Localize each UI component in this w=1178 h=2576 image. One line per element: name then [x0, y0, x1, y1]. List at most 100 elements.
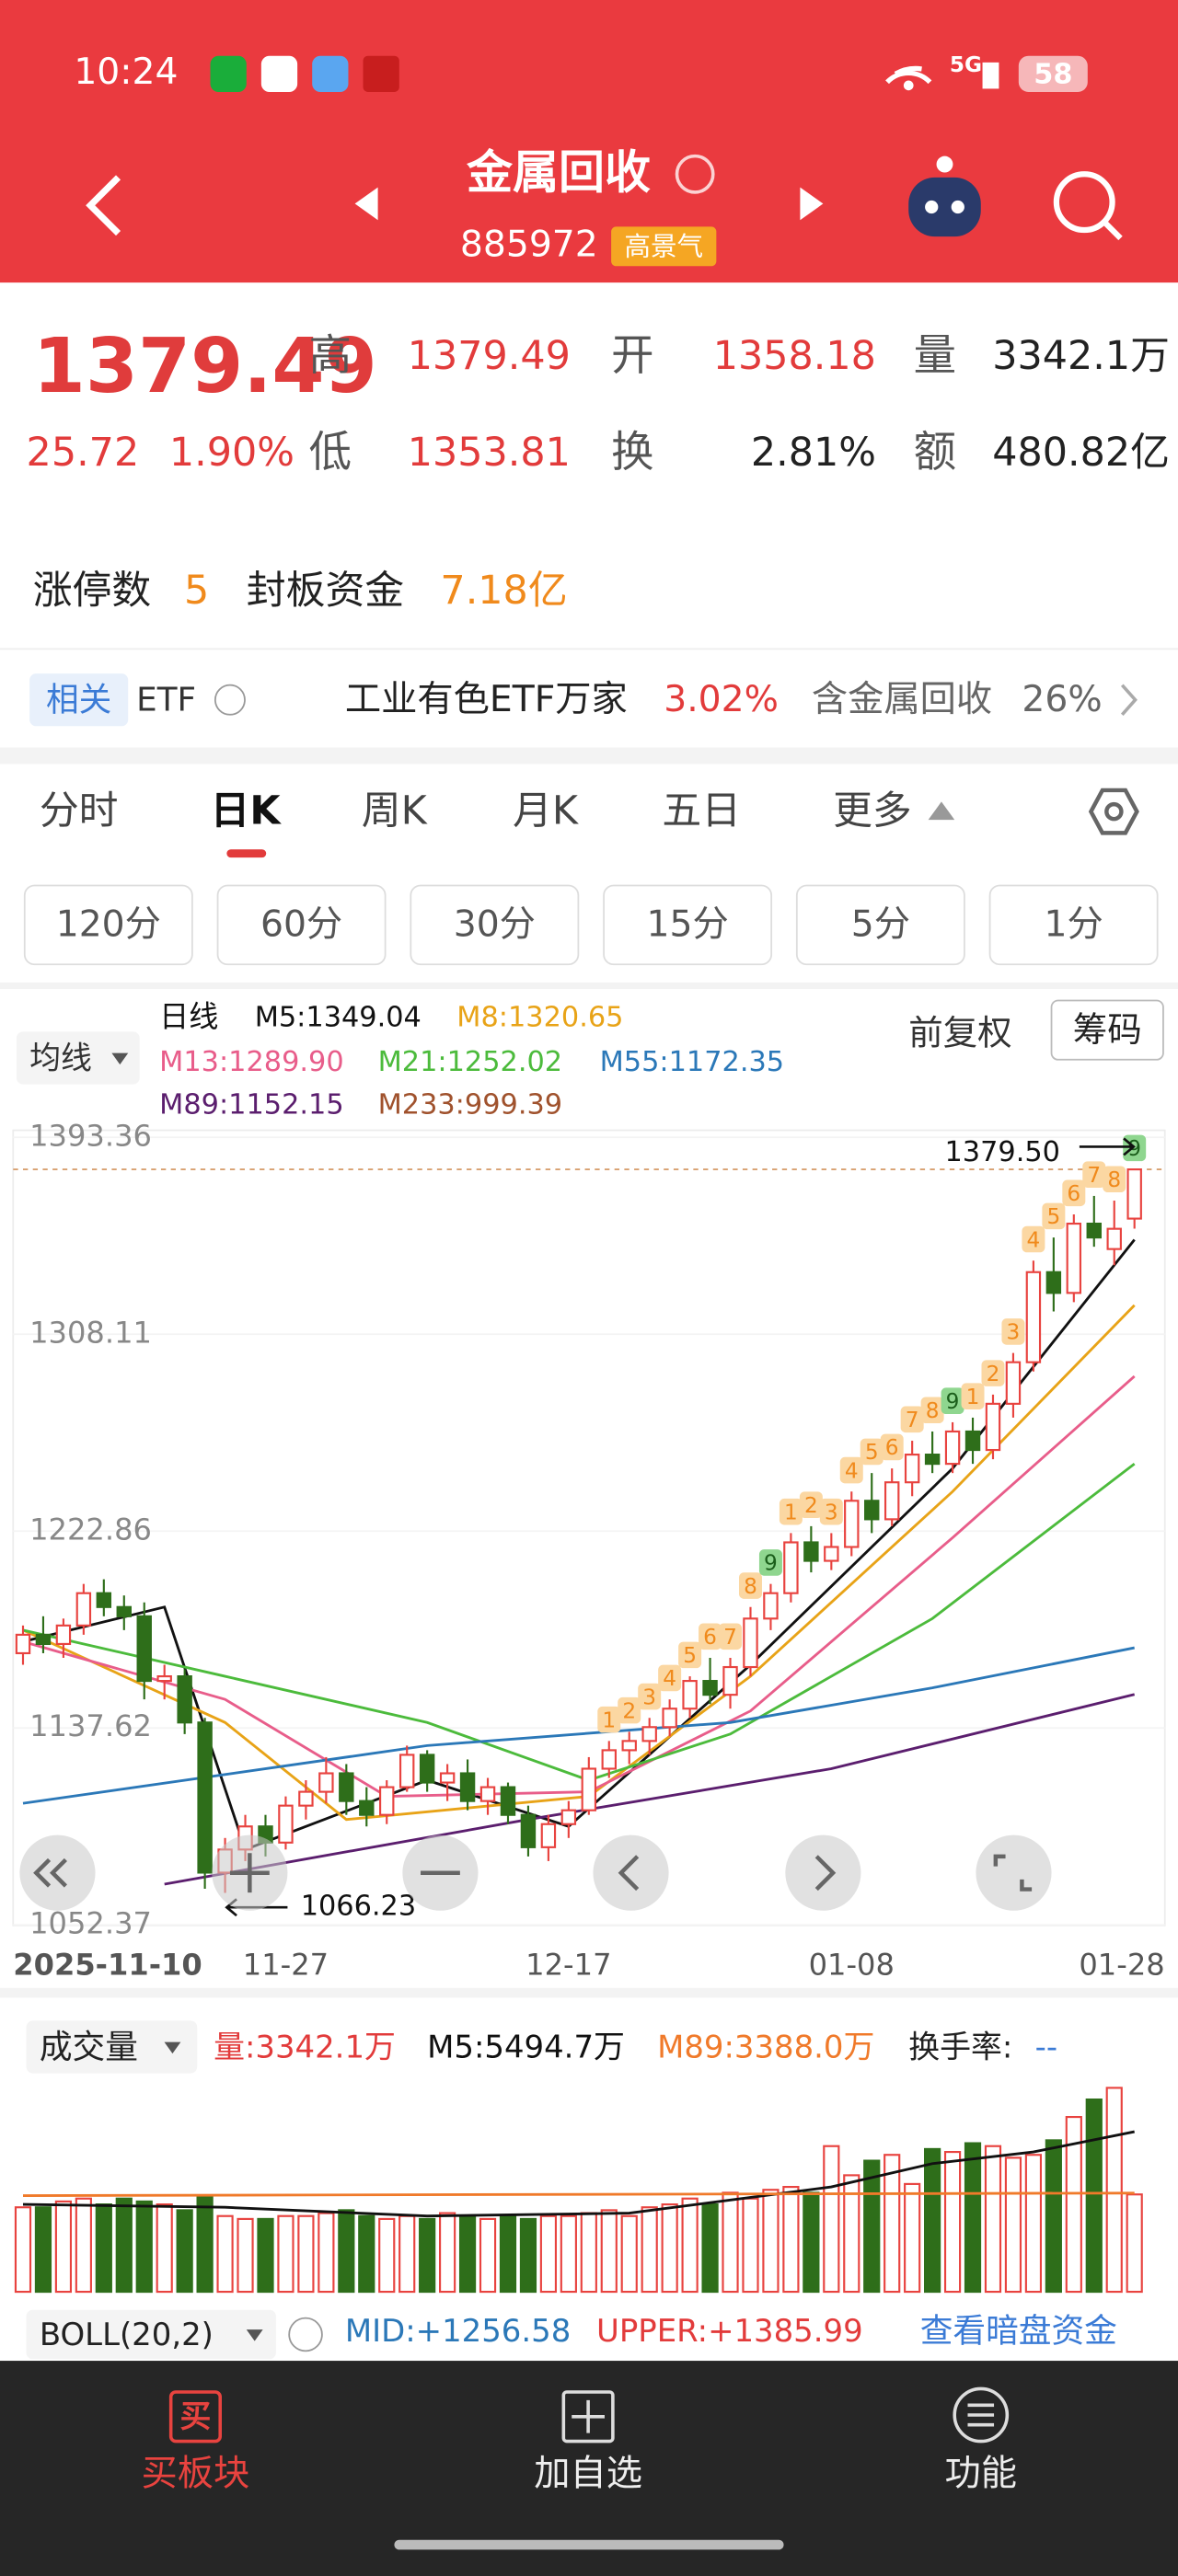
etf-label: ETF	[136, 681, 196, 719]
candle-body	[824, 1546, 839, 1562]
td-count: 1	[784, 1501, 798, 1525]
period-label: 5分	[851, 904, 910, 946]
td-count: 8	[744, 1574, 757, 1599]
volume-bar	[297, 2214, 315, 2294]
volume-bar	[34, 2206, 52, 2294]
dark-pool-link[interactable]: 查看暗盘资金	[920, 2313, 1117, 2351]
etf-name[interactable]: 工业有色ETF万家	[345, 679, 628, 720]
boll-mid: MID:+1256.58	[345, 2313, 571, 2349]
nav-item[interactable]: 功能	[945, 2454, 1018, 2495]
nav-item[interactable]: 买板块	[142, 2454, 250, 2495]
td-badge	[941, 1387, 964, 1415]
td-count: 7	[723, 1625, 737, 1650]
selector-box[interactable]	[16, 1031, 140, 1085]
robot-button[interactable]	[908, 155, 981, 237]
candle-body	[682, 1680, 698, 1710]
candle-body	[398, 1754, 415, 1788]
tab[interactable]: 日K	[211, 788, 283, 834]
candle-body	[540, 1823, 557, 1848]
y-tick-label: 1308.11	[29, 1315, 152, 1350]
volume-bar	[196, 2194, 214, 2294]
next-button[interactable]	[800, 187, 824, 221]
selector-box[interactable]	[26, 2309, 276, 2360]
ma-legend: M233:999.39	[378, 1088, 562, 1121]
holding-pct: 26%	[1022, 679, 1102, 720]
candle-body	[904, 1454, 920, 1484]
info-icon[interactable]	[214, 684, 246, 716]
period-button[interactable]	[410, 884, 580, 966]
period-button[interactable]	[23, 884, 193, 966]
volume-bar	[14, 2206, 32, 2294]
candle-body	[298, 1790, 314, 1807]
app-icon	[312, 55, 349, 92]
period-button[interactable]	[603, 884, 773, 966]
tab[interactable]: 周K	[362, 788, 428, 834]
candle-body	[339, 1772, 354, 1802]
page-title: 金属回收	[466, 146, 651, 200]
td-badge	[981, 1360, 1005, 1386]
period-button[interactable]	[216, 884, 387, 966]
candle-body	[1005, 1361, 1022, 1405]
search-button[interactable]	[1053, 171, 1115, 234]
candle-body	[75, 1592, 92, 1627]
chart-control[interactable]	[785, 1834, 861, 1911]
more-arrow	[928, 801, 955, 821]
boll-upper: UPPER:+1385.99	[596, 2313, 863, 2349]
adjust-mode[interactable]: 前复权	[908, 1012, 1011, 1052]
low-annotation: 1066.23	[301, 1891, 416, 1923]
selector-box[interactable]	[26, 2020, 198, 2074]
candle-body	[803, 1541, 819, 1562]
period-button[interactable]	[988, 884, 1159, 966]
volume-bar	[75, 2197, 92, 2294]
td-count: 8	[926, 1398, 940, 1423]
tab[interactable]: 五日	[662, 788, 741, 834]
volume-bar	[681, 2197, 699, 2294]
candle-body	[1106, 1227, 1122, 1250]
quote-value: 3342.1万	[992, 333, 1170, 379]
candle-body	[985, 1402, 1001, 1452]
ma-legend: M89:1152.15	[159, 1088, 343, 1121]
candle-body	[964, 1430, 981, 1452]
ma-selector: 均线	[29, 1040, 92, 1075]
volume-bar	[943, 2151, 962, 2294]
candle-body	[359, 1800, 375, 1816]
chevron[interactable]	[1120, 684, 1138, 716]
td-badge	[699, 1623, 722, 1650]
td-count: 4	[1027, 1227, 1041, 1252]
chips-box[interactable]	[1050, 999, 1164, 1061]
chart-control[interactable]	[976, 1834, 1052, 1911]
volume-bar	[338, 2209, 355, 2294]
back-button[interactable]	[86, 175, 121, 236]
td-count: 6	[703, 1625, 717, 1650]
volume-bar	[479, 2217, 497, 2294]
fund-label: 封板资金	[247, 568, 404, 614]
tab[interactable]: 月K	[513, 788, 579, 834]
battery-level: 58	[1034, 59, 1072, 91]
td-count: 3	[1007, 1320, 1021, 1345]
candle-body	[662, 1708, 677, 1729]
td-badge	[819, 1498, 843, 1525]
td-badge	[719, 1623, 743, 1650]
ma-legend: M5:1349.04	[255, 1002, 422, 1034]
ma-line	[22, 1238, 1136, 1852]
tab[interactable]: 分时	[40, 788, 119, 834]
info-icon[interactable]	[288, 2317, 323, 2352]
prev-button[interactable]	[354, 187, 378, 221]
chart-control[interactable]	[593, 1834, 669, 1911]
period-button[interactable]	[795, 884, 965, 966]
volume-bar	[1024, 2154, 1043, 2294]
holding-label: 含金属回收	[812, 679, 992, 720]
candle-body	[35, 1633, 52, 1646]
quote-value: 1353.81	[408, 430, 571, 476]
td-badge	[658, 1664, 682, 1692]
td-count: 6	[885, 1435, 899, 1460]
settings-button[interactable]	[1088, 788, 1139, 835]
tab[interactable]: 更多	[833, 788, 912, 834]
nav-item[interactable]: 加自选	[534, 2454, 642, 2495]
chart-control[interactable]	[19, 1834, 96, 1911]
info-icon[interactable]	[675, 154, 715, 194]
settings-dot	[1104, 801, 1124, 822]
menu-icon	[953, 2386, 1010, 2444]
period-label: 15分	[647, 904, 729, 946]
x-tick-label: 01-08	[809, 1947, 895, 1982]
